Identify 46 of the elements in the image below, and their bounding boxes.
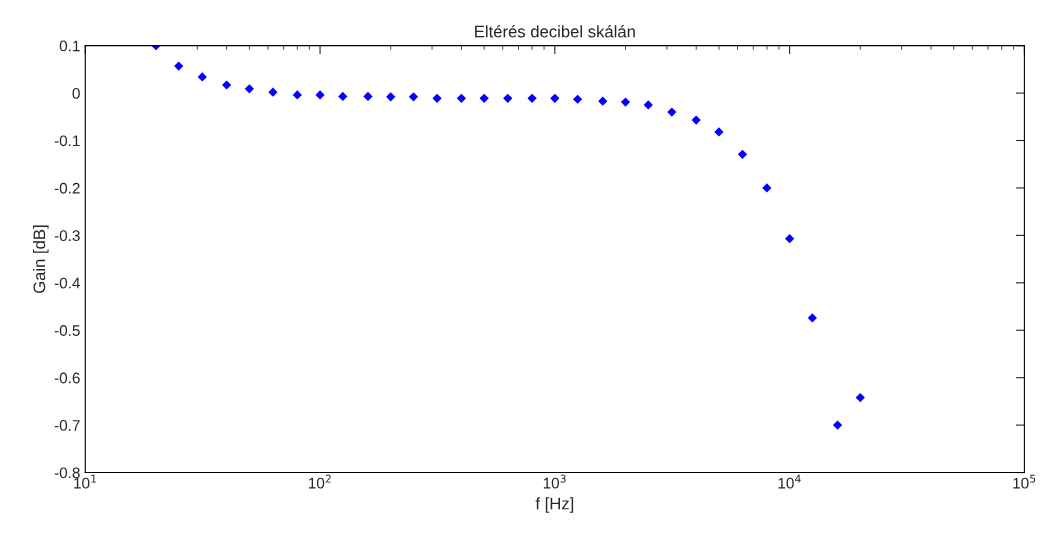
y-tick-label: -0.4: [54, 277, 80, 289]
y-tick-label: -0.6: [54, 372, 80, 384]
point: [432, 93, 442, 103]
point: [762, 183, 772, 193]
point: [855, 393, 865, 403]
point: [598, 96, 608, 106]
point: [408, 92, 419, 102]
y-tick-label: -0.3: [54, 230, 80, 242]
point: [714, 127, 724, 137]
point: [572, 94, 583, 104]
x-tick-label: 10$^{2}$: [309, 474, 331, 489]
y-tick-label: -0.7: [54, 419, 80, 431]
point: [667, 107, 677, 117]
point: [197, 72, 207, 82]
point: [620, 97, 631, 107]
point: [363, 91, 373, 102]
point: [832, 420, 843, 430]
y-tick-label: -0.2: [54, 182, 80, 194]
point: [691, 115, 701, 125]
point: [807, 313, 817, 323]
point: [338, 91, 348, 102]
x-tick-label: 10$^{4}$: [778, 474, 801, 489]
chart-title: Eltérés decibel skálán: [475, 25, 635, 38]
point: [503, 93, 513, 103]
y-tick-label: -0.5: [54, 325, 80, 336]
y-tick-label: 0: [72, 87, 80, 99]
point: [737, 149, 748, 159]
x-tick-label: 10$^{5}$: [1013, 474, 1036, 489]
y-axis-title: Gain [dB]: [33, 225, 49, 293]
point: [244, 84, 254, 94]
point: [174, 61, 184, 71]
point: [479, 93, 489, 103]
point: [456, 93, 467, 103]
y-tick-label: 0.1: [59, 40, 80, 52]
point: [550, 93, 560, 103]
point: [268, 87, 278, 97]
point: [386, 92, 396, 102]
point: [222, 80, 232, 90]
point: [785, 234, 795, 244]
point: [315, 90, 325, 100]
point: [643, 100, 653, 110]
point: [527, 93, 537, 103]
x-tick-label: 10$^{3}$: [543, 474, 566, 489]
point: [292, 90, 302, 100]
y-tick-label: -0.1: [54, 135, 80, 147]
x-axis-title: f [Hz]: [535, 497, 574, 513]
